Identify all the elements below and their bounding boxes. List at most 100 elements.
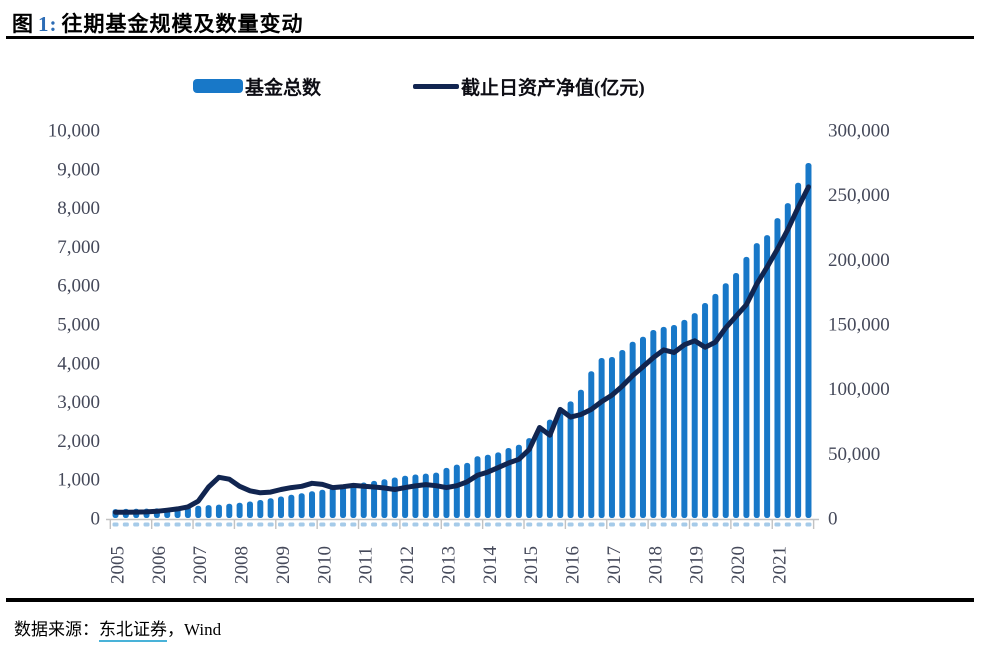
- bar: [639, 336, 646, 518]
- bar-base-tick: [474, 522, 481, 527]
- bar-base-tick: [174, 522, 181, 527]
- bar-base-tick: [340, 522, 347, 527]
- bar: [360, 482, 367, 518]
- bar: [205, 505, 212, 518]
- left-axis-tick-label: 7,000: [57, 237, 100, 258]
- combo-chart: 0 1,000 2,000 3,000 4,000 5,000 6,000 7,000 8,00…: [48, 121, 890, 585]
- bar-base-tick: [122, 522, 129, 527]
- bar: [567, 401, 574, 518]
- x-axis-year-label: 2006: [149, 546, 170, 584]
- bar: [764, 235, 771, 518]
- bar: [515, 444, 522, 518]
- right-axis-tick-label: 300,000: [828, 121, 890, 142]
- bar-base-tick: [309, 522, 316, 527]
- bar: [464, 462, 471, 518]
- bar: [691, 313, 698, 518]
- left-axis-tick-label: 9,000: [57, 159, 100, 180]
- bar: [433, 472, 440, 518]
- bar: [329, 487, 336, 518]
- bar-base-tick: [805, 522, 812, 527]
- x-axis-year-label: 2009: [273, 546, 294, 584]
- source-divider: [6, 598, 974, 602]
- bar: [422, 473, 429, 518]
- bar-base-tick: [257, 522, 264, 527]
- x-axis-year-label: 2017: [604, 546, 625, 584]
- bar: [350, 484, 357, 518]
- bar: [288, 494, 295, 518]
- bar: [536, 429, 543, 518]
- bar-base-tick: [205, 522, 212, 527]
- bar: [277, 496, 284, 518]
- bar-base-tick: [629, 522, 636, 527]
- bar-base-tick: [226, 522, 233, 527]
- bar: [722, 283, 729, 518]
- bar: [598, 358, 605, 518]
- x-axis-year-label: 2013: [438, 546, 459, 584]
- x-axis-year-label: 2012: [397, 546, 418, 584]
- bar-base-tick: [515, 522, 522, 527]
- bar: [619, 350, 626, 518]
- chart-area: 0 1,000 2,000 3,000 4,000 5,000 6,000 7,000 8,00…: [0, 105, 982, 615]
- bar: [588, 371, 595, 518]
- bar: [608, 357, 615, 518]
- bar: [753, 243, 760, 518]
- left-axis-tick-label: 1,000: [57, 470, 100, 491]
- bar: [681, 319, 688, 518]
- left-axis-tick-label: 5,000: [57, 315, 100, 336]
- bar-base-tick: [484, 522, 491, 527]
- bar-base-tick: [143, 522, 150, 527]
- bar: [702, 303, 709, 518]
- bar: [402, 475, 409, 518]
- bar-base-tick: [526, 522, 533, 527]
- bar: [484, 454, 491, 518]
- bar: [784, 203, 791, 518]
- x-axis-year-label: 2014: [480, 546, 501, 585]
- bar-base-tick: [639, 522, 646, 527]
- bar: [712, 293, 719, 518]
- bar-base-tick: [153, 522, 160, 527]
- bar-base-tick: [350, 522, 357, 527]
- source-label: 数据来源：: [14, 620, 99, 639]
- bar: [660, 326, 667, 518]
- legend-label: 截止日资产净值(亿元): [461, 77, 645, 99]
- left-axis-tick-label: 6,000: [57, 276, 100, 297]
- bar: [215, 504, 222, 518]
- bar: [257, 500, 264, 518]
- bar: [505, 448, 512, 518]
- bar-base-tick: [371, 522, 378, 527]
- figure-title: 图 1: 往期基金规模及数量变动: [12, 8, 304, 38]
- legend-item-fund-count: 基金总数: [193, 73, 321, 100]
- bar: [474, 456, 481, 518]
- bar-base-tick: [443, 522, 450, 527]
- bar-base-tick: [598, 522, 605, 527]
- bar-base-tick: [164, 522, 171, 527]
- bar-base-tick: [774, 522, 781, 527]
- source-link[interactable]: 东北证券: [99, 620, 167, 642]
- bar: [650, 330, 657, 518]
- bar-base-tick: [733, 522, 740, 527]
- bar-base-tick: [422, 522, 429, 527]
- bar-base-tick: [246, 522, 253, 527]
- x-axis-year-label: 2010: [314, 546, 335, 584]
- left-axis-tick-label: 4,000: [57, 353, 100, 374]
- figure-title-prefix: 图: [12, 12, 34, 36]
- bar-base-tick: [681, 522, 688, 527]
- bar-base-tick: [753, 522, 760, 527]
- bar: [412, 474, 419, 518]
- bar: [495, 452, 502, 518]
- bar-base-tick: [236, 522, 243, 527]
- bar-base-tick: [288, 522, 295, 527]
- legend-item-nav: 截止日资产净值(亿元): [413, 73, 645, 100]
- bar-base-tick: [619, 522, 626, 527]
- bar: [577, 389, 584, 518]
- bar-base-tick: [712, 522, 719, 527]
- bar-base-tick: [319, 522, 326, 527]
- bar: [795, 182, 802, 519]
- nav-line: [113, 184, 811, 515]
- x-axis-year-label: 2015: [521, 546, 542, 584]
- bar-base-tick: [195, 522, 202, 527]
- x-axis-year-label: 2008: [232, 546, 253, 584]
- bar: [381, 479, 388, 518]
- x-axis-year-label: 2007: [190, 546, 211, 584]
